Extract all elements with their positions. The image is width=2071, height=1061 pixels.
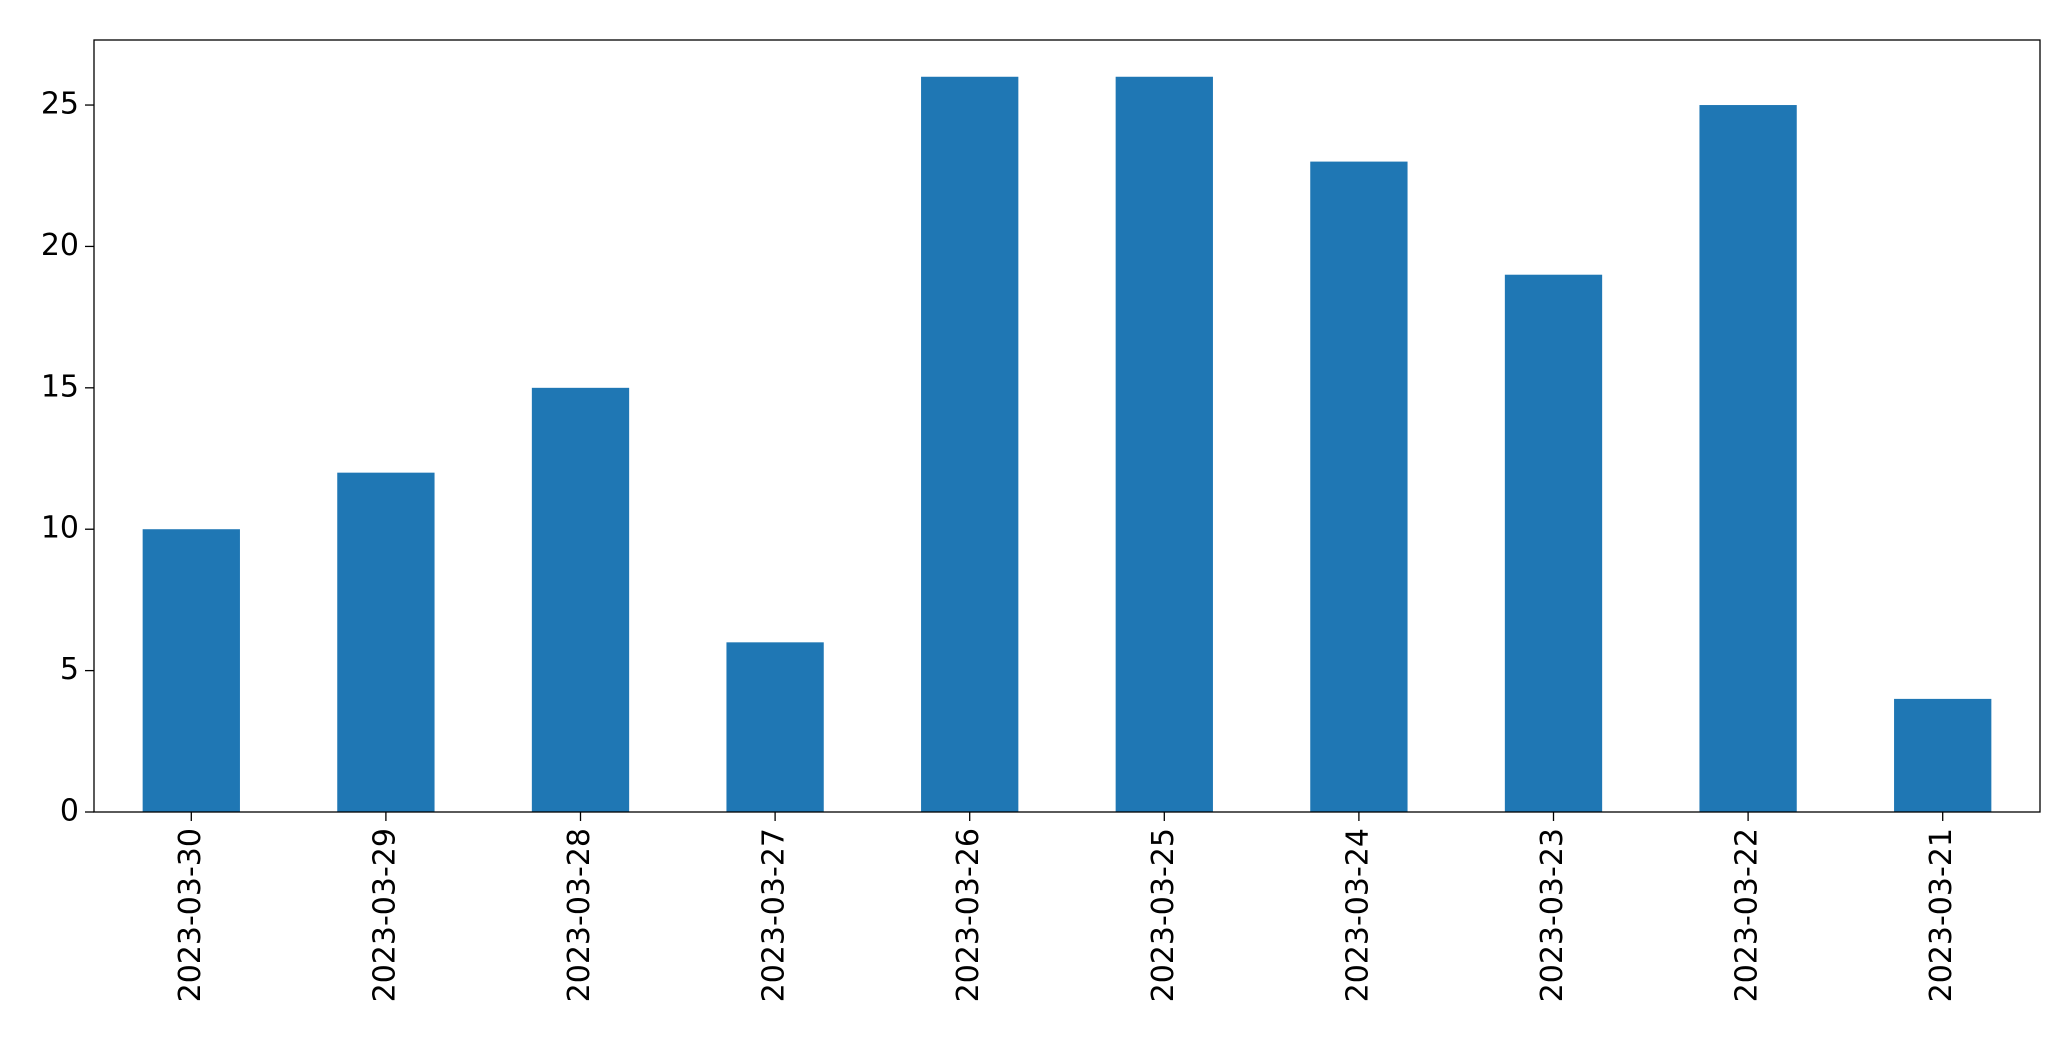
x-tick-label: 2023-03-25 [1146, 828, 1181, 1002]
x-tick-label: 2023-03-21 [1924, 828, 1959, 1002]
x-tick-label: 2023-03-24 [1340, 828, 1375, 1002]
bar [1504, 274, 1603, 812]
x-tick-label: 2023-03-26 [951, 828, 986, 1002]
x-tick-label: 2023-03-29 [367, 828, 402, 1002]
x-tick-label: 2023-03-27 [757, 828, 792, 1002]
plot-frame [93, 39, 2041, 813]
x-tick-label: 2023-03-22 [1730, 828, 1765, 1002]
y-tick-label: 5 [60, 652, 79, 687]
y-tick-label: 20 [41, 228, 79, 263]
y-tick-label: 10 [41, 511, 79, 546]
bar [531, 387, 630, 812]
bar [1699, 105, 1797, 813]
bar [726, 642, 824, 812]
y-tick-label: 0 [60, 794, 79, 829]
x-tick-label: 2023-03-30 [173, 828, 208, 1002]
bar [1310, 161, 1408, 813]
x-tick-label: 2023-03-23 [1535, 828, 1570, 1002]
bar [1115, 76, 1213, 812]
y-tick-label: 25 [41, 87, 79, 122]
bar [1894, 698, 1992, 812]
bar [337, 472, 435, 812]
y-tick-label: 15 [41, 369, 79, 404]
x-tick-label: 2023-03-28 [562, 828, 597, 1002]
bar [142, 529, 240, 812]
bar [921, 76, 1019, 812]
